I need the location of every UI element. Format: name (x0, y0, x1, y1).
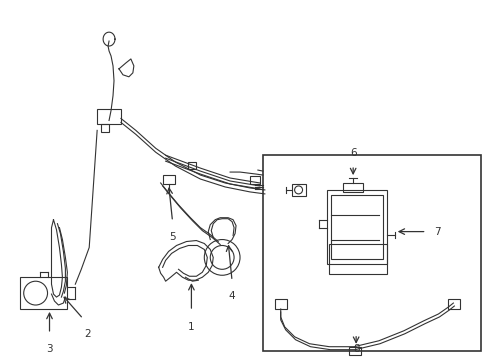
Bar (263, 155, 480, 351)
Text: 3: 3 (46, 344, 53, 354)
Bar (163, 175, 174, 184)
Bar (343, 183, 362, 192)
Text: 8: 8 (352, 344, 359, 354)
Text: 4: 4 (228, 291, 235, 301)
Text: 1: 1 (188, 322, 194, 332)
Bar (331, 195, 382, 260)
Text: 5: 5 (169, 231, 176, 242)
Bar (326, 190, 386, 264)
Bar (101, 125, 109, 132)
Bar (249, 176, 259, 184)
Bar (348, 347, 360, 355)
Text: 7: 7 (434, 226, 440, 237)
Bar (274, 299, 286, 309)
Bar (97, 109, 121, 125)
Bar (188, 162, 196, 169)
Text: 6: 6 (349, 148, 356, 158)
Bar (328, 244, 386, 274)
Text: 2: 2 (84, 329, 90, 339)
Bar (447, 299, 459, 309)
Bar (20, 277, 67, 309)
Bar (291, 184, 305, 196)
